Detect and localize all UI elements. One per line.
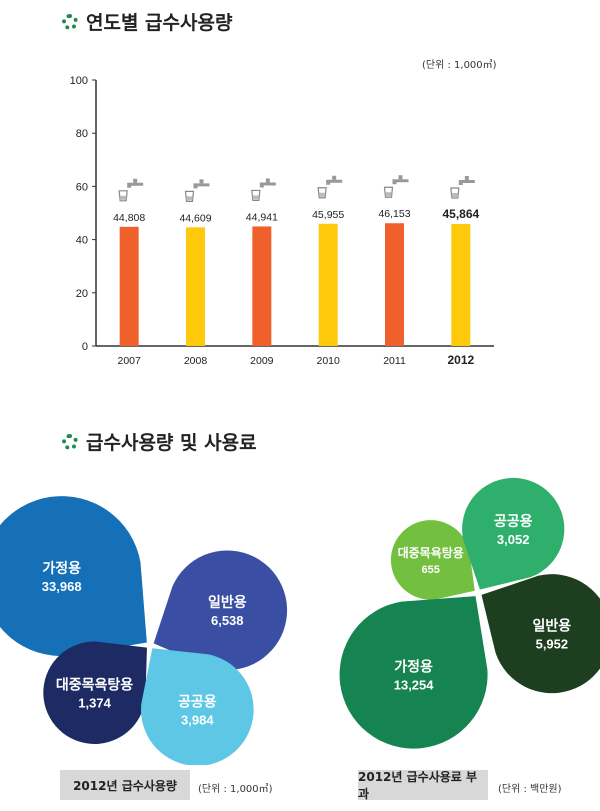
y-tick-label: 40: [76, 235, 88, 247]
ring-bullet-icon: [62, 433, 78, 450]
bar: [451, 224, 471, 346]
petal-slice: [481, 574, 600, 694]
y-tick-label: 100: [70, 75, 88, 87]
slice-label: 대중목욕탕용: [398, 545, 464, 560]
slice-label: 공공용: [178, 694, 217, 710]
slice-label: 공공용: [494, 513, 533, 529]
fee-caption-unit: (단위 : 백만원): [498, 784, 562, 795]
section-title-yearly: 연도별 급수사용량: [62, 8, 232, 35]
y-tick-label: 0: [82, 341, 88, 353]
faucet-cup-icon: [118, 178, 144, 202]
faucet-cup-icon: [251, 178, 276, 202]
bar-value-label: 45,955: [312, 209, 344, 221]
yearly-bar-chart: 0 20 40 60 80 100 44,808 2007 44,609 2008 44,941 20…: [70, 75, 494, 367]
section-title-yearly-text: 연도별 급수사용량: [86, 12, 233, 34]
x-tick-label: 2008: [184, 355, 208, 367]
bar-value-label: 45,864: [442, 207, 479, 221]
bar: [119, 226, 139, 346]
slice-value: 5,952: [536, 637, 569, 652]
fee-petal-chart: 대중목욕탕용 655 공공용 3,052 가정용 13,254 일반용 5,952: [339, 477, 600, 749]
petal-slice: [0, 496, 147, 657]
bar-value-label: 44,941: [246, 211, 278, 223]
ring-bullet-icon: [62, 13, 78, 30]
x-tick-label: 2010: [316, 355, 340, 367]
petal-slice: [43, 641, 147, 744]
slice-value: 1,374: [78, 696, 111, 711]
fee-caption: 2012년 급수사용료 부과: [358, 770, 488, 801]
slice-label: 일반용: [208, 594, 247, 610]
petal-slice: [339, 596, 488, 749]
slice-label: 가정용: [394, 659, 433, 675]
x-tick-label: 2009: [250, 355, 274, 367]
petal-slice: [462, 477, 565, 590]
bar: [252, 226, 272, 346]
petal-slice: [390, 520, 475, 600]
slice-label: 대중목욕탕용: [56, 677, 133, 693]
slice-value: 655: [422, 564, 440, 576]
y-tick-label: 60: [76, 181, 88, 193]
faucet-cup-icon: [450, 176, 475, 199]
slice-value: 6,538: [211, 613, 244, 628]
usage-caption: 2012년 급수사용량: [60, 770, 190, 800]
slice-value: 3,984: [181, 713, 214, 728]
slice-value: 33,968: [42, 579, 82, 594]
petal-slice: [153, 550, 288, 671]
petal-slice: [140, 648, 254, 765]
bar: [385, 223, 404, 346]
y-tick-label: 20: [76, 288, 88, 300]
section-title-usage-fee-text: 급수사용량 및 사용료: [86, 432, 257, 454]
section-title-usage-fee: 급수사용량 및 사용료: [62, 428, 257, 455]
faucet-cup-icon: [184, 179, 210, 202]
bar-value-label: 44,609: [179, 212, 211, 224]
slice-label: 일반용: [533, 618, 572, 634]
bar: [186, 227, 205, 346]
usage-petal-chart: 가정용 33,968 일반용 6,538 대중목욕탕용 1,374 공공용 3,984: [0, 496, 288, 765]
faucet-cup-icon: [317, 175, 343, 199]
chart-unit-label: (단위 : 1,000㎥): [422, 60, 497, 71]
slice-value: 3,052: [497, 532, 530, 547]
slice-value: 13,254: [394, 678, 435, 693]
x-tick-label: 2011: [383, 355, 406, 367]
faucet-cup-icon: [383, 175, 409, 198]
x-tick-label: 2012: [447, 353, 474, 367]
x-tick-label: 2007: [117, 355, 141, 367]
usage-caption-unit: (단위 : 1,000㎥): [198, 784, 273, 795]
bar: [318, 223, 338, 346]
slice-label: 가정용: [42, 560, 81, 576]
bar-value-label: 44,808: [113, 212, 145, 224]
y-tick-label: 80: [76, 128, 88, 140]
bar-value-label: 46,153: [378, 208, 410, 220]
